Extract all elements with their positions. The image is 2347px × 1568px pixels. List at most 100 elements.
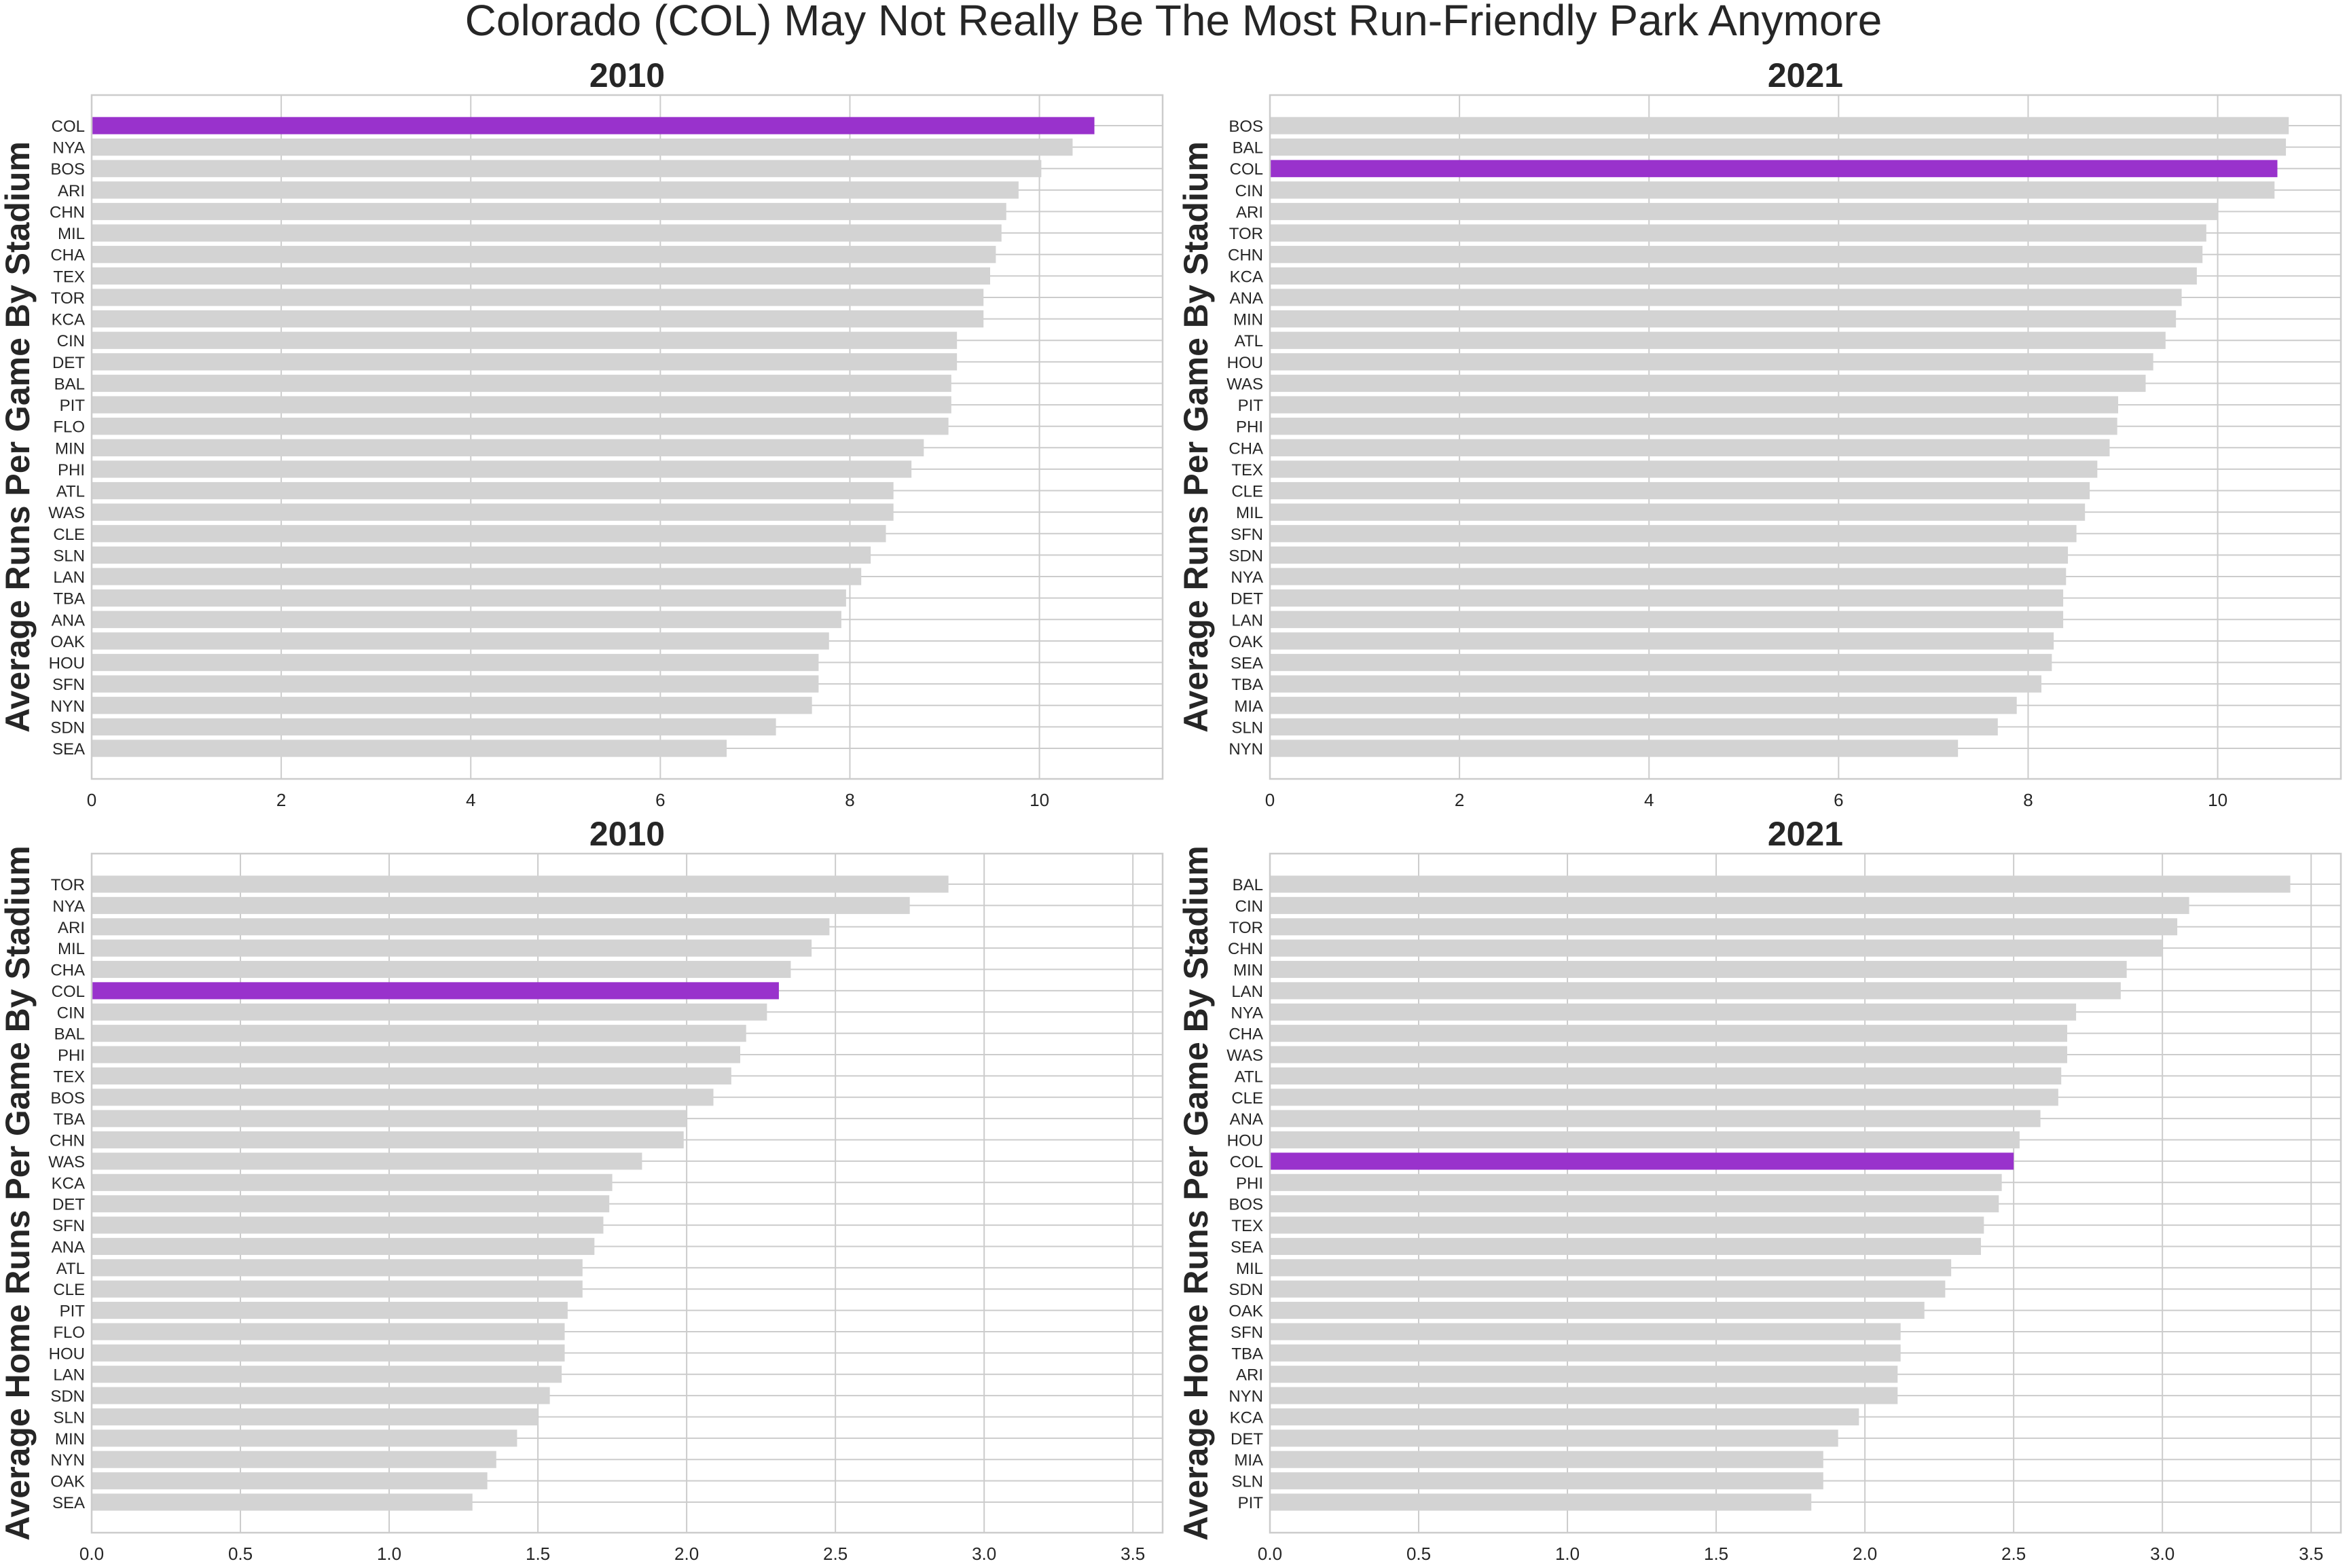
bar-highlight-col (92, 117, 1095, 134)
x-tick-label: 0 (87, 790, 96, 810)
category-label: NYA (52, 139, 85, 158)
category-label: SEA (1231, 1238, 1263, 1256)
bar-sfn (92, 675, 819, 693)
x-tick-label: 3.5 (1121, 1544, 1145, 1564)
category-label: TOR (1229, 919, 1263, 937)
bar-cin (1270, 896, 2189, 914)
category-label: BOS (1229, 117, 1263, 136)
bar-bos (92, 160, 1042, 177)
category-label: PIT (1238, 397, 1264, 415)
category-label: MIN (55, 1430, 85, 1448)
x-tick-label: 6 (1834, 790, 1843, 810)
bar-phi (92, 460, 912, 478)
bar-tor (92, 289, 984, 306)
category-label: COL (52, 117, 85, 136)
category-label: DET (52, 1196, 85, 1214)
bar-bal (1270, 138, 2287, 156)
bar-hou (92, 653, 819, 672)
x-tick-label: 2.0 (1853, 1544, 1877, 1564)
category-label: LAN (53, 1366, 85, 1385)
bar-ana (1270, 289, 2182, 306)
bar-tba (1270, 675, 2041, 693)
y-axis-label: Average Home Runs Per Game By Stadium (0, 845, 37, 1541)
x-tick-label: 8 (2023, 790, 2033, 810)
x-tick-label: 10 (1030, 790, 1049, 810)
x-tick-label: 1.5 (526, 1544, 550, 1564)
bar-chn (92, 1131, 684, 1149)
bar-tor (1270, 918, 2178, 936)
category-label: CHA (1229, 1025, 1263, 1044)
category-label: PIT (60, 397, 86, 415)
category-label: NYN (50, 697, 85, 716)
category-label: NYA (1231, 568, 1263, 587)
category-label: SLN (1231, 1473, 1263, 1491)
bar-kca (92, 310, 984, 328)
bar-cin (92, 1003, 767, 1021)
bar-min (92, 1429, 517, 1447)
bar-det (1270, 1429, 1838, 1447)
bar-nyn (92, 697, 812, 714)
x-tick-label: 4 (1644, 790, 1654, 810)
bar-flo (92, 1323, 565, 1341)
category-label: TEX (1231, 461, 1263, 479)
category-label: TOR (51, 876, 85, 894)
category-label: CLE (53, 1281, 85, 1299)
y-axis-label: Average Home Runs Per Game By Stadium (1177, 845, 1215, 1541)
bar-chn (92, 202, 1006, 221)
category-label: PHI (1236, 1174, 1263, 1192)
category-label: TEX (1231, 1217, 1263, 1235)
bar-oak (92, 1472, 488, 1490)
bar-mia (1270, 1451, 1823, 1468)
category-label: BAL (54, 1025, 85, 1044)
category-label: TOR (1229, 225, 1263, 243)
category-label: SLN (53, 547, 85, 565)
x-tick-label: 0.0 (1258, 1544, 1282, 1564)
bar-sea (92, 740, 727, 757)
bar-sea (1270, 653, 2052, 672)
bar-tba (92, 1110, 687, 1127)
bar-sln (92, 1408, 539, 1426)
bar-cin (1270, 181, 2275, 199)
category-label: WAS (1226, 1046, 1263, 1065)
x-tick-label: 2 (276, 790, 286, 810)
category-label: TBA (1231, 676, 1263, 694)
y-axis-label: Average Runs Per Game By Stadium (1177, 141, 1215, 733)
category-label: SDN (1229, 1281, 1263, 1299)
plot-frame (90, 852, 1164, 1534)
category-label: ARI (58, 919, 85, 937)
category-label: PIT (60, 1302, 86, 1321)
category-label: CIN (1235, 182, 1263, 200)
x-tick-label: 0.0 (79, 1544, 104, 1564)
bar-ari (92, 181, 1019, 199)
x-tick-label: 2.5 (823, 1544, 848, 1564)
bar-sln (1270, 1472, 1823, 1490)
x-tick-label: 6 (655, 790, 665, 810)
bar-pit (1270, 1493, 1812, 1511)
category-label: OAK (50, 1473, 85, 1491)
bar-tex (92, 267, 991, 285)
bar-sln (92, 546, 871, 564)
category-label: CHN (1228, 940, 1263, 958)
bar-phi (92, 1046, 740, 1063)
bar-was (92, 503, 894, 521)
category-label: ATL (56, 483, 85, 501)
bar-det (92, 353, 958, 371)
category-label: LAN (1231, 611, 1263, 630)
category-label: MIN (1233, 962, 1263, 980)
bar-cha (92, 246, 996, 263)
category-label: NYN (1229, 740, 1263, 759)
plot-frame (1269, 852, 2342, 1534)
bar-nya (92, 138, 1073, 156)
chart-panel-4: BAL CIN TOR CHN MIN LAN NYA CHA WAS ATL CLE ANA HOU C… (1177, 815, 2342, 1564)
bar-chn (1270, 939, 2163, 957)
x-tick-label: 4 (466, 790, 475, 810)
category-label: CHA (1229, 439, 1263, 458)
bar-atl (92, 481, 894, 500)
category-label: WAS (48, 1153, 85, 1171)
category-label: ARI (1236, 1366, 1263, 1385)
bar-tex (1270, 460, 2098, 478)
x-tick-label: 3.5 (2299, 1544, 2323, 1564)
bar-mia (1270, 697, 2017, 714)
x-tick-label: 1.0 (1555, 1544, 1580, 1564)
